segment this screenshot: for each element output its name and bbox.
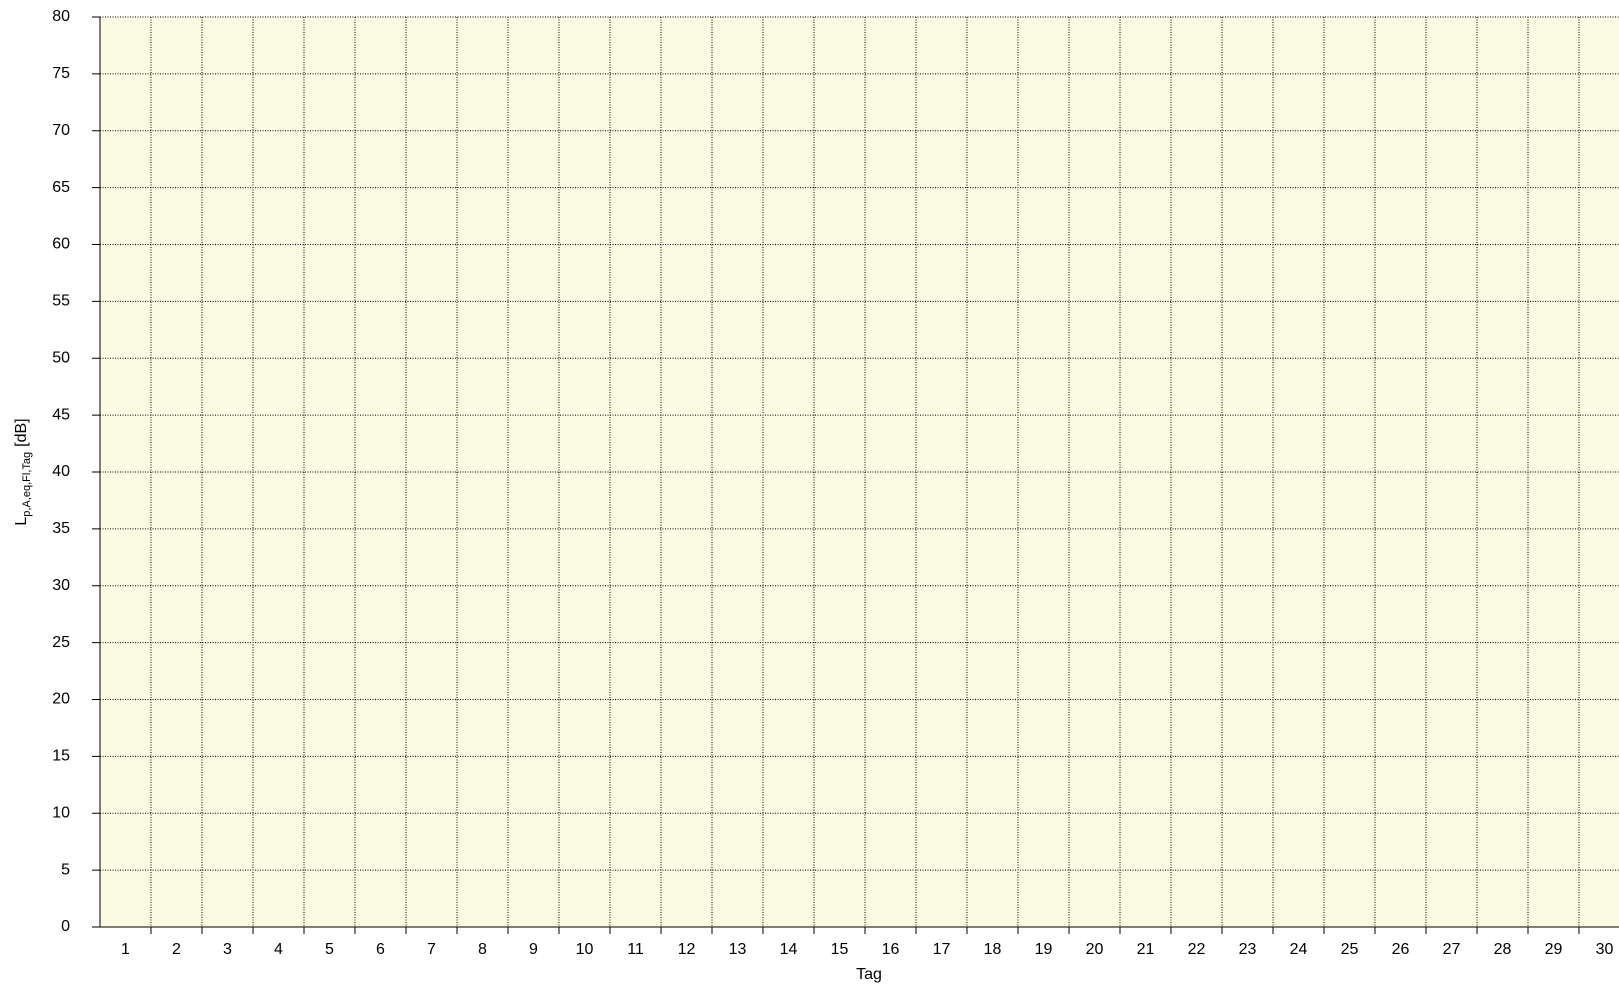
x-tick-label: 30 xyxy=(1596,941,1614,958)
y-tick-label: 35 xyxy=(52,520,70,537)
x-tick-label: 3 xyxy=(223,941,232,958)
y-tick-label: 10 xyxy=(52,804,70,821)
x-tick-label: 24 xyxy=(1290,941,1308,958)
y-tick-label: 60 xyxy=(52,236,70,253)
x-tick-label: 8 xyxy=(478,941,487,958)
y-axis-label-unit: [dB] xyxy=(13,418,30,446)
x-tick-label: 26 xyxy=(1392,941,1410,958)
y-tick-label: 30 xyxy=(52,577,70,594)
x-tick-label: 4 xyxy=(274,941,283,958)
x-tick-label: 12 xyxy=(678,941,696,958)
x-tick-label: 18 xyxy=(984,941,1002,958)
y-tick-label: 70 xyxy=(52,122,70,139)
x-tick-label: 11 xyxy=(627,941,644,958)
x-tick-label: 21 xyxy=(1137,941,1155,958)
x-tick-label: 7 xyxy=(427,941,436,958)
x-tick-label: 20 xyxy=(1086,941,1104,958)
x-tick-label: 1 xyxy=(121,941,130,958)
x-tick-label: 10 xyxy=(576,941,594,958)
x-tick-label: 2 xyxy=(172,941,181,958)
y-axis-label-main: L xyxy=(13,517,30,526)
y-tick-label: 45 xyxy=(52,406,70,423)
y-axis-label-sub: p,A,eq,Fl,Tag xyxy=(21,452,33,517)
y-tick-label: 15 xyxy=(52,748,70,765)
x-tick-label: 28 xyxy=(1494,941,1512,958)
x-tick-label: 23 xyxy=(1239,941,1257,958)
y-tick-label: 20 xyxy=(52,691,70,708)
x-tick-label: 6 xyxy=(376,941,385,958)
x-axis-label: Tag xyxy=(856,966,882,983)
y-tick-label: 75 xyxy=(52,65,70,82)
y-tick-label: 50 xyxy=(52,349,70,366)
x-tick-label: 5 xyxy=(325,941,334,958)
x-tick-label: 25 xyxy=(1341,941,1359,958)
y-axis-label: Lp,A,eq,Fl,Tag [dB] xyxy=(13,418,33,525)
x-tick-label: 29 xyxy=(1545,941,1563,958)
x-tick-label: 14 xyxy=(780,941,798,958)
y-tick-label: 25 xyxy=(52,634,70,651)
y-tick-label: 5 xyxy=(61,861,70,878)
y-tick-label: 80 xyxy=(52,8,70,25)
y-tick-label: 0 xyxy=(61,918,70,935)
x-tick-label: 9 xyxy=(529,941,538,958)
y-tick-label: 65 xyxy=(52,179,70,196)
x-tick-label: 17 xyxy=(933,941,951,958)
x-tick-label: 15 xyxy=(831,941,849,958)
y-tick-label: 40 xyxy=(52,463,70,480)
x-tick-label: 27 xyxy=(1443,941,1461,958)
x-tick-label: 16 xyxy=(882,941,900,958)
x-tick-label: 22 xyxy=(1188,941,1206,958)
x-tick-label: 19 xyxy=(1035,941,1053,958)
x-tick-label: 13 xyxy=(729,941,747,958)
y-tick-label: 55 xyxy=(52,293,70,310)
